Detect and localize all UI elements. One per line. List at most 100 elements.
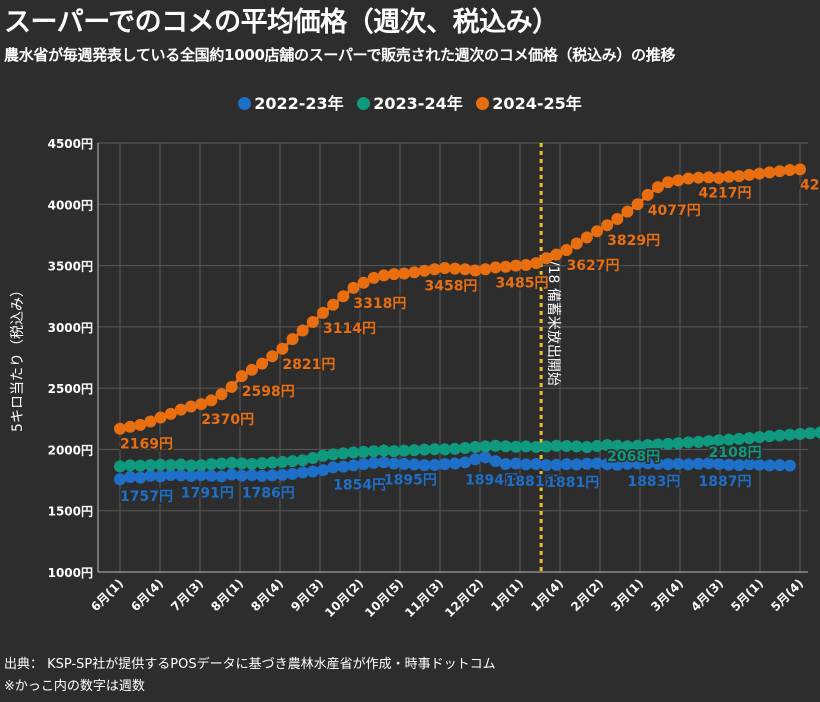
data-point bbox=[296, 466, 309, 479]
data-point bbox=[509, 259, 522, 272]
data-point bbox=[134, 471, 147, 484]
data-label: 1854円 bbox=[333, 477, 386, 493]
data-point bbox=[682, 436, 695, 449]
page-title: スーパーでのコメの平均価格（週次、税込み） bbox=[4, 7, 559, 38]
data-point bbox=[235, 469, 248, 482]
footnote-text: ※かっこ内の数字は週数 bbox=[4, 679, 145, 694]
x-tick-label: 12月(2) bbox=[442, 576, 486, 620]
data-point bbox=[448, 442, 461, 455]
data-point bbox=[560, 458, 573, 471]
data-point bbox=[733, 459, 746, 472]
data-point bbox=[327, 461, 340, 474]
data-point bbox=[418, 459, 431, 472]
x-tick-label: 2月(2) bbox=[568, 576, 606, 614]
data-point bbox=[530, 257, 543, 270]
legend-item-2024[interactable]: 2024-25年 bbox=[476, 90, 582, 114]
y-tick-label: 3000円 bbox=[48, 321, 93, 335]
data-point bbox=[195, 469, 208, 482]
data-point bbox=[377, 269, 390, 282]
y-tick-label: 1000円 bbox=[48, 566, 93, 580]
data-point bbox=[509, 440, 522, 453]
data-label: 2370円 bbox=[201, 412, 254, 428]
legend-label: 2022-23年 bbox=[254, 94, 344, 113]
data-label: 1881円 bbox=[546, 475, 599, 491]
data-point bbox=[205, 469, 218, 482]
data-point bbox=[144, 469, 157, 482]
data-point bbox=[459, 263, 472, 276]
data-point bbox=[225, 468, 238, 481]
x-tick-label: 8月(4) bbox=[248, 576, 286, 614]
x-tick-label: 1月(4) bbox=[528, 576, 566, 614]
data-point bbox=[164, 469, 177, 482]
data-point bbox=[306, 452, 319, 465]
data-label: 3829円 bbox=[607, 233, 660, 249]
series-2024-25年 bbox=[114, 163, 806, 435]
data-point bbox=[591, 439, 604, 452]
x-tick-label: 7月(3) bbox=[168, 576, 206, 614]
data-point bbox=[550, 458, 563, 471]
data-point bbox=[316, 464, 329, 477]
x-tick-label: 1月(1) bbox=[488, 576, 526, 614]
data-point bbox=[489, 261, 502, 274]
data-point bbox=[783, 459, 796, 472]
data-point bbox=[550, 439, 563, 452]
data-point bbox=[702, 435, 715, 448]
data-point bbox=[124, 471, 137, 484]
data-point bbox=[347, 281, 360, 294]
legend-label: 2023-24年 bbox=[373, 94, 463, 113]
data-point bbox=[337, 447, 350, 460]
data-point bbox=[773, 165, 786, 178]
data-point bbox=[408, 444, 421, 457]
data-point bbox=[763, 459, 776, 472]
data-point bbox=[479, 451, 492, 464]
data-point bbox=[459, 441, 472, 454]
data-point bbox=[235, 457, 248, 470]
y-tick-label: 2500円 bbox=[48, 382, 93, 396]
data-point bbox=[418, 443, 431, 456]
data-point bbox=[601, 458, 614, 471]
data-point bbox=[743, 168, 756, 181]
legend-item-2023[interactable]: 2023-24年 bbox=[357, 90, 463, 114]
data-point bbox=[733, 170, 746, 183]
data-point bbox=[651, 181, 664, 194]
data-point bbox=[783, 163, 796, 176]
data-point bbox=[580, 457, 593, 470]
data-point bbox=[712, 458, 725, 471]
x-tick-label: 5月(4) bbox=[768, 576, 806, 614]
data-point bbox=[327, 298, 340, 311]
data-point bbox=[205, 394, 218, 407]
data-point bbox=[347, 459, 360, 472]
data-point bbox=[266, 469, 279, 482]
data-point bbox=[245, 363, 258, 376]
data-label: 1757円 bbox=[120, 489, 173, 505]
data-point bbox=[124, 420, 137, 433]
data-point bbox=[794, 163, 806, 176]
data-label: 3318円 bbox=[353, 296, 406, 312]
data-point bbox=[753, 167, 766, 180]
data-point bbox=[621, 205, 634, 218]
data-point bbox=[621, 440, 634, 453]
data-point bbox=[448, 262, 461, 275]
data-label: 4285円 bbox=[800, 177, 820, 193]
data-point bbox=[651, 438, 664, 451]
legend-item-2022[interactable]: 2022-23年 bbox=[238, 90, 344, 114]
x-tick-label: 3月(4) bbox=[648, 576, 686, 614]
data-point bbox=[509, 457, 522, 470]
data-point bbox=[185, 459, 198, 472]
data-point bbox=[377, 456, 390, 469]
data-point bbox=[377, 444, 390, 457]
data-point bbox=[316, 449, 329, 462]
data-point bbox=[114, 422, 126, 435]
data-point bbox=[337, 460, 350, 473]
data-point bbox=[591, 457, 604, 470]
legend-marker bbox=[476, 97, 490, 110]
data-point bbox=[753, 431, 766, 444]
data-point bbox=[256, 469, 269, 482]
data-point bbox=[692, 435, 705, 448]
data-point bbox=[245, 469, 258, 482]
data-point bbox=[154, 411, 167, 424]
data-point bbox=[398, 444, 411, 457]
data-point bbox=[114, 473, 126, 486]
data-point bbox=[316, 306, 329, 319]
